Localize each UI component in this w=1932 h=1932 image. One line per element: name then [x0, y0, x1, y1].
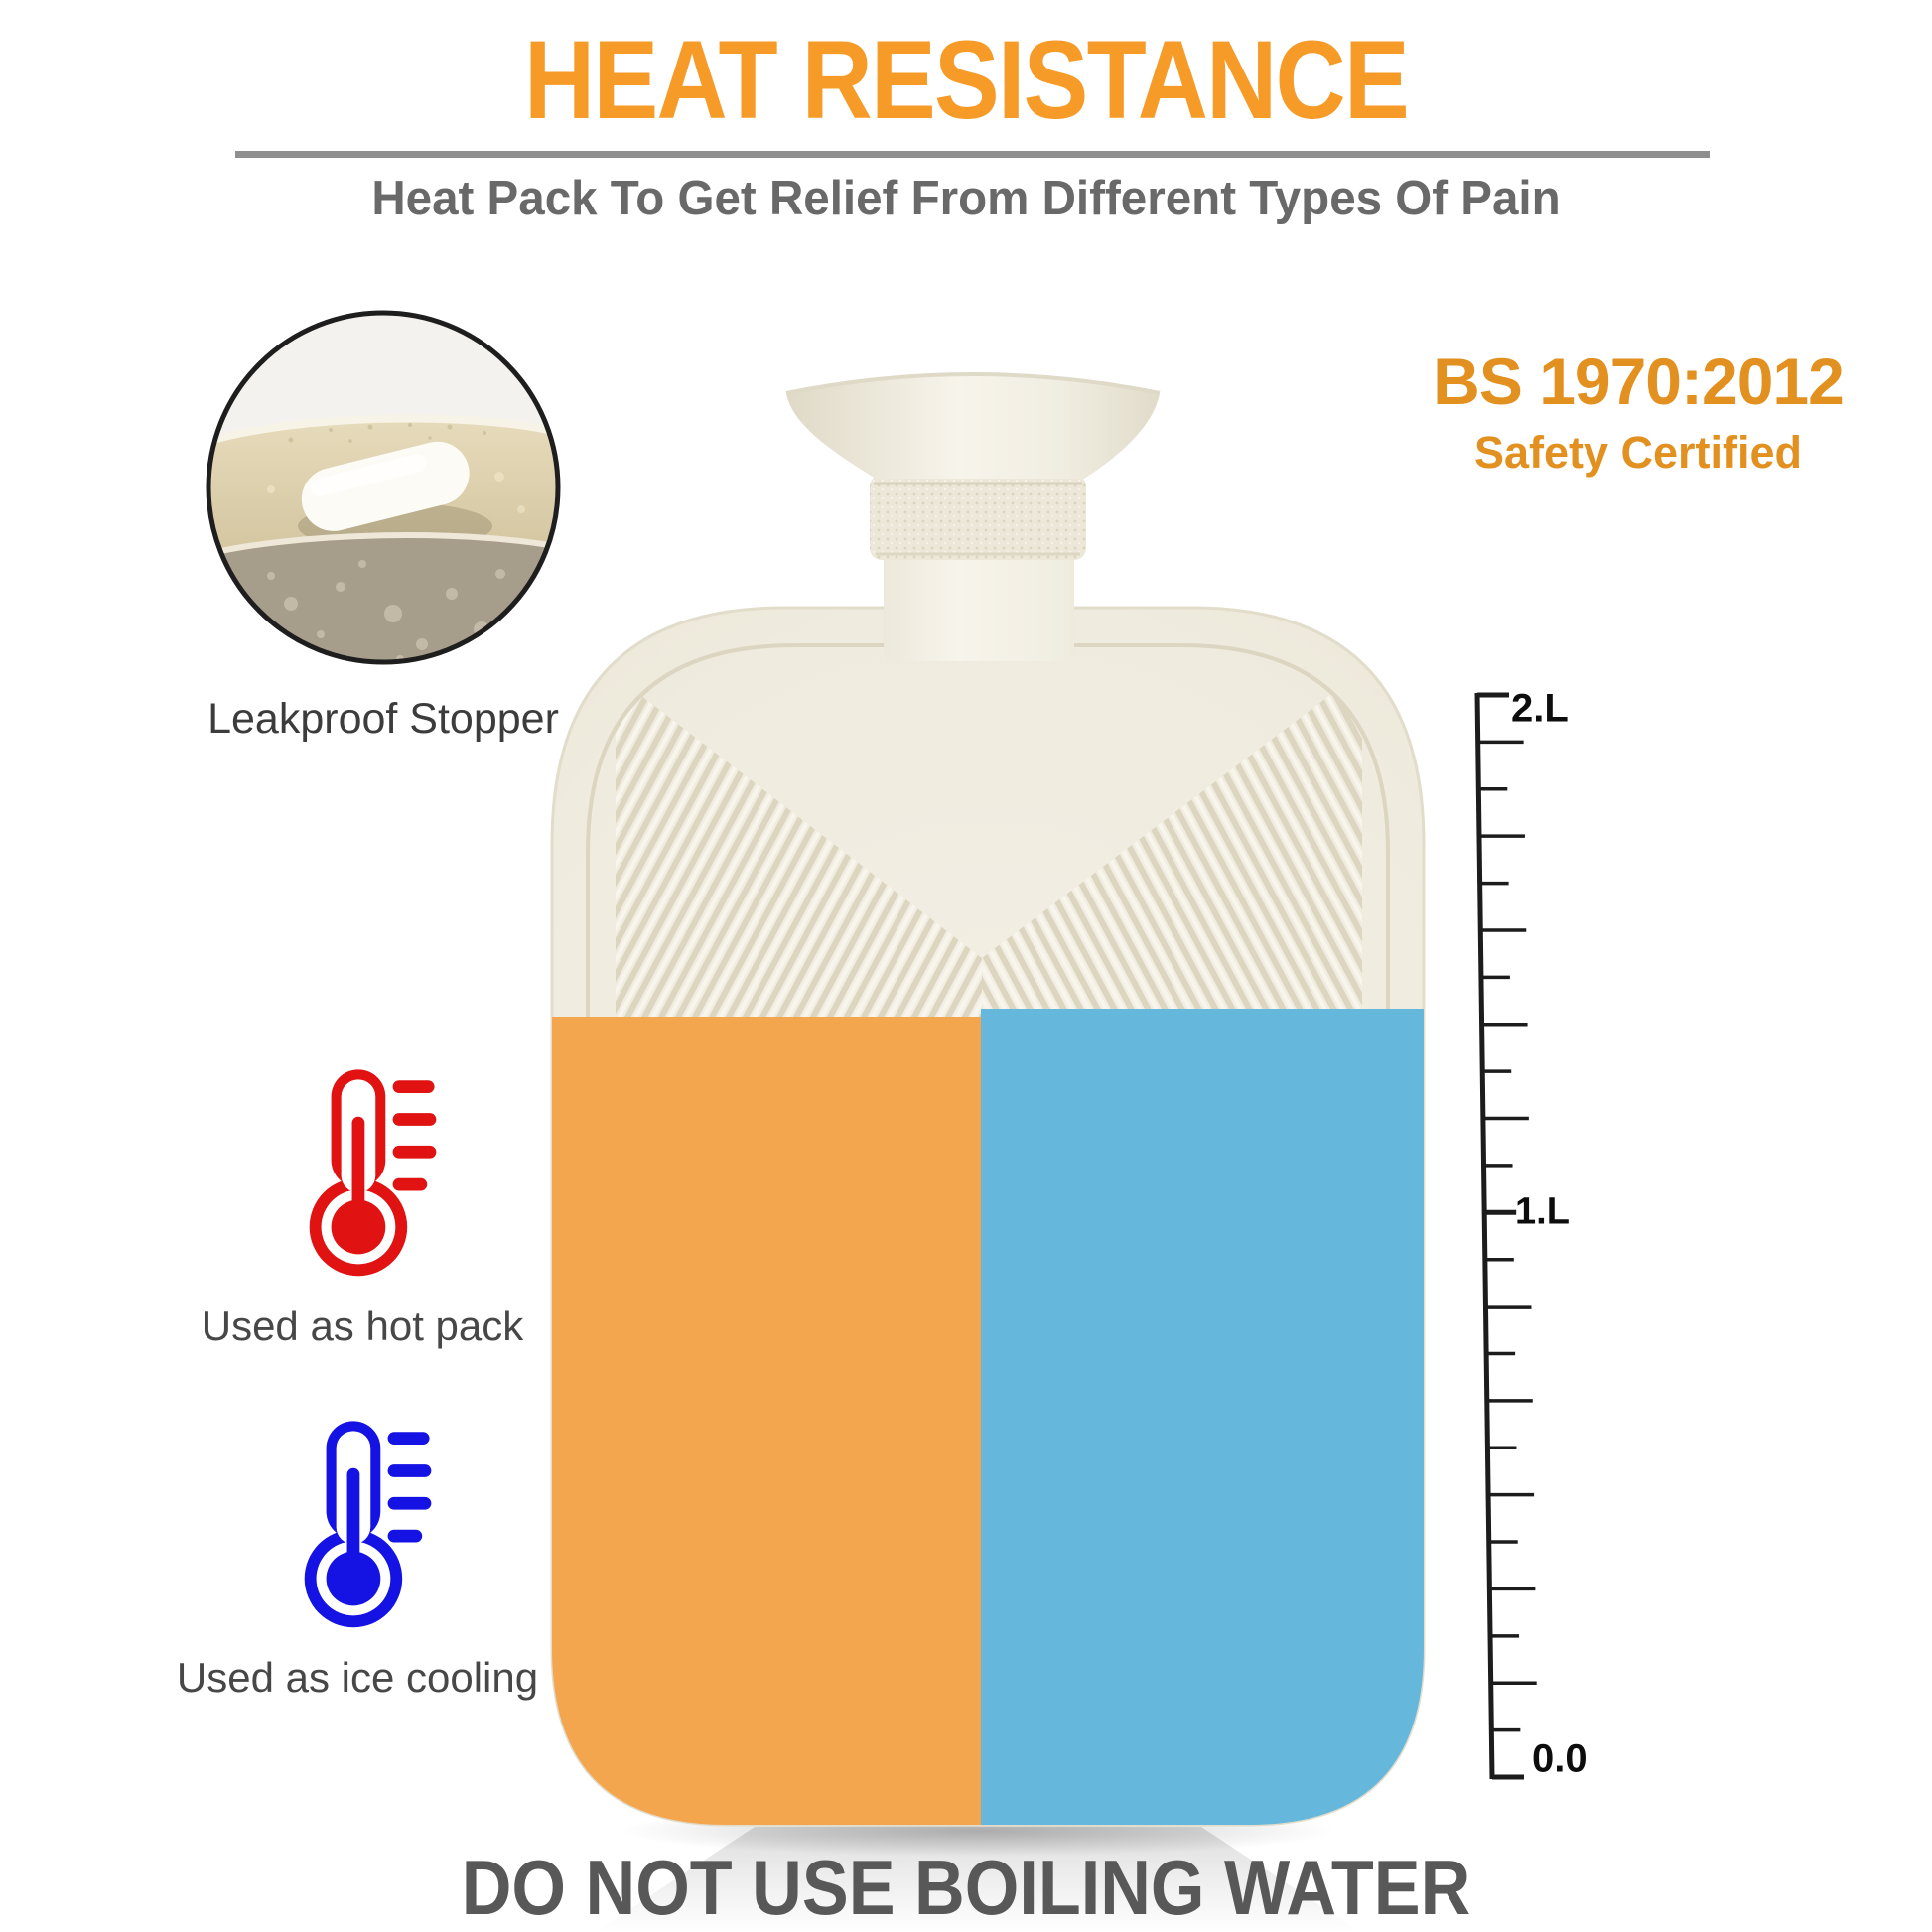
warning-text: DO NOT USE BOILING WATER — [461, 1844, 1471, 1931]
stopper-inset-label: Leakproof Stopper — [207, 695, 559, 743]
cold-side-overlay — [981, 1009, 1424, 1825]
stopper-photo-ring — [206, 310, 561, 665]
bottle-group — [550, 372, 1426, 1827]
scale-ticks — [1477, 692, 1537, 1780]
hot-side-overlay — [552, 1017, 981, 1825]
stopper-closeup-photo — [206, 310, 561, 665]
cold-thermometer-icon — [304, 1421, 432, 1628]
page-title: HEAT RESISTANCE — [524, 18, 1410, 142]
title-divider — [235, 151, 1710, 158]
measurement-scale — [1474, 692, 1537, 1780]
certification-standard: BS 1970:2012 — [1433, 345, 1845, 418]
scale-label-2l: 2.L — [1511, 686, 1569, 731]
funnel-rim-line — [785, 372, 1161, 395]
scale-label-1l: 1.L — [1515, 1190, 1570, 1233]
bottle-reflection — [596, 1827, 1360, 1932]
hot-pack-label: Used as hot pack — [201, 1303, 524, 1349]
hot-thermometer-icon — [309, 1069, 437, 1277]
scale-label-0: 0.0 — [1532, 1736, 1587, 1781]
bottle-neck-ring-texture — [870, 475, 1086, 560]
bottle-neck-stem — [884, 552, 1074, 661]
page-subtitle: Heat Pack To Get Relief From Different T… — [371, 172, 1561, 225]
certification-label: Safety Certified — [1473, 427, 1803, 478]
bottle-funnel — [786, 374, 1160, 479]
ice-cooling-label: Used as ice cooling — [176, 1654, 539, 1701]
